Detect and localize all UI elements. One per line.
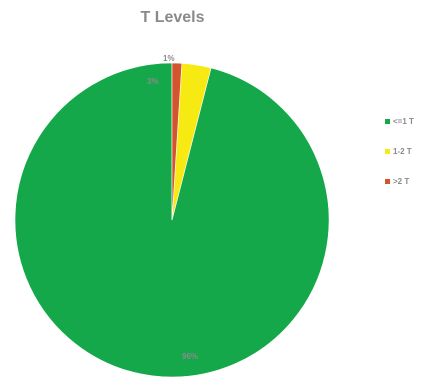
legend-item-2: 1-2 T [385,144,414,158]
legend-item-3: >2 T [385,174,414,188]
legend: <=1 T 1-2 T >2 T [385,114,414,204]
slice-label-3: 1% [163,54,175,63]
slice-label-2: 3% [147,77,159,86]
pie-slice-3 [171,62,183,221]
legend-swatch [385,118,390,124]
legend-label: <=1 T [393,116,414,126]
slice-label-1: 96% [182,352,199,361]
legend-swatch [385,148,390,154]
legend-swatch [385,178,390,184]
legend-label: >2 T [393,176,410,186]
legend-label: 1-2 T [393,146,412,156]
legend-item-1: <=1 T [385,114,414,128]
chart-title: T Levels [140,9,205,26]
